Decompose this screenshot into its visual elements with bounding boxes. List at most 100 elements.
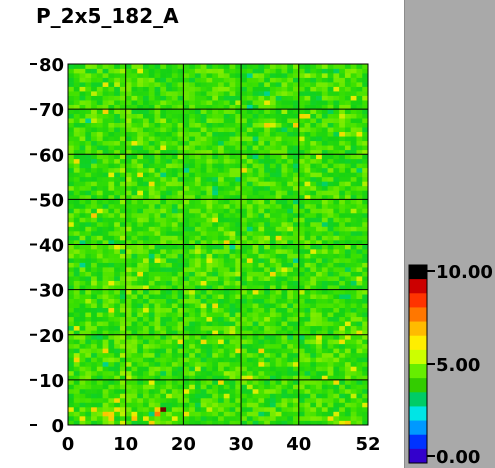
heatmap-cell [119, 172, 127, 178]
heatmap-cell [293, 181, 300, 187]
heatmap-cell [125, 298, 132, 304]
heatmap-cell [166, 298, 173, 304]
heatmap-cell [246, 136, 253, 142]
heatmap-cell [183, 321, 190, 327]
heatmap-cell [102, 230, 109, 236]
heatmap-cell [183, 411, 190, 417]
heatmap-cell [321, 294, 328, 299]
heatmap-cell [154, 258, 161, 263]
heatmap-cell [264, 357, 271, 363]
heatmap-cell [258, 379, 265, 385]
heatmap-cell [160, 212, 167, 218]
heatmap-cell [131, 411, 138, 417]
heatmap-cell [310, 276, 317, 281]
heatmap-cell [362, 221, 369, 227]
heatmap-cell [252, 109, 259, 114]
heatmap-cell [160, 230, 167, 236]
heatmap-cell [171, 167, 178, 173]
heatmap-cell [269, 267, 277, 272]
heatmap-cell [321, 163, 328, 169]
heatmap-cell [356, 249, 363, 254]
heatmap-cell [160, 285, 167, 290]
heatmap-cell [293, 199, 300, 205]
heatmap-cell [206, 339, 213, 345]
heatmap-cell [137, 321, 144, 327]
heatmap-cell [344, 375, 352, 381]
heatmap-cell [235, 271, 242, 277]
heatmap-cell [125, 131, 132, 137]
heatmap-cell [96, 235, 103, 241]
heatmap-cell [171, 64, 178, 69]
heatmap-cell [298, 127, 305, 133]
heatmap-cell [275, 118, 282, 124]
heatmap-cell [362, 190, 369, 196]
heatmap-cell [229, 244, 236, 250]
heatmap-cell [189, 375, 196, 381]
heatmap-cell [223, 109, 230, 114]
heatmap-cell [137, 361, 144, 367]
heatmap-cell [114, 339, 121, 345]
heatmap-cell [189, 384, 196, 390]
heatmap-cell [356, 181, 363, 187]
heatmap-cell [350, 64, 357, 69]
heatmap-cell [246, 235, 253, 241]
heatmap-cell [143, 294, 150, 299]
heatmap-cell [298, 370, 305, 376]
heatmap-cell [310, 230, 317, 236]
heatmap-cell [177, 339, 184, 345]
heatmap-cell [356, 167, 363, 173]
heatmap-cell [287, 154, 294, 160]
heatmap-cell [85, 375, 92, 381]
heatmap-cell [212, 68, 219, 74]
heatmap-cell [333, 221, 340, 227]
heatmap-cell [287, 176, 294, 182]
heatmap-cell [362, 158, 369, 164]
heatmap-cell [264, 402, 271, 408]
heatmap-cell [73, 149, 80, 155]
heatmap-cell [183, 122, 190, 128]
heatmap-cell [171, 145, 178, 151]
heatmap-cell [119, 285, 127, 290]
heatmap-cell [235, 226, 242, 232]
heatmap-cell [218, 104, 225, 110]
heatmap-cell [114, 330, 121, 336]
heatmap-cell [200, 249, 207, 254]
heatmap-cell [362, 370, 369, 376]
heatmap-cell [206, 244, 213, 250]
heatmap-cell [177, 370, 184, 376]
x-tick-label: 0 [62, 434, 75, 455]
heatmap-cell [269, 388, 277, 394]
heatmap-cell [350, 325, 357, 331]
heatmap-cell [316, 95, 323, 101]
heatmap-cell [166, 64, 173, 69]
heatmap-cell [125, 357, 132, 363]
colorbar-segment [409, 378, 427, 393]
heatmap-cell [304, 185, 311, 191]
heatmap-cell [339, 221, 346, 227]
heatmap-cell [298, 176, 305, 182]
heatmap-cell [114, 415, 121, 421]
heatmap-cell [137, 343, 144, 349]
heatmap-cell [177, 100, 184, 105]
heatmap-cell [154, 181, 161, 187]
heatmap-cell [85, 271, 92, 277]
heatmap-cell [143, 95, 150, 101]
heatmap-cell [258, 77, 265, 83]
heatmap-cell [362, 239, 369, 245]
heatmap-cell [183, 370, 190, 376]
heatmap-cell [235, 208, 242, 214]
heatmap-cell [356, 325, 363, 331]
heatmap-cell [73, 131, 80, 137]
heatmap-cell [287, 357, 294, 363]
heatmap-cell [79, 361, 86, 367]
heatmap-cell [137, 77, 144, 83]
heatmap-cell [200, 289, 207, 295]
heatmap-cell [154, 176, 161, 182]
heatmap-cell [177, 235, 184, 241]
heatmap-cell [131, 68, 138, 74]
heatmap-cell [229, 163, 236, 169]
heatmap-cell [119, 393, 127, 399]
heatmap-cell [223, 312, 230, 318]
heatmap-cell [269, 73, 277, 78]
heatmap-cell [177, 384, 184, 390]
